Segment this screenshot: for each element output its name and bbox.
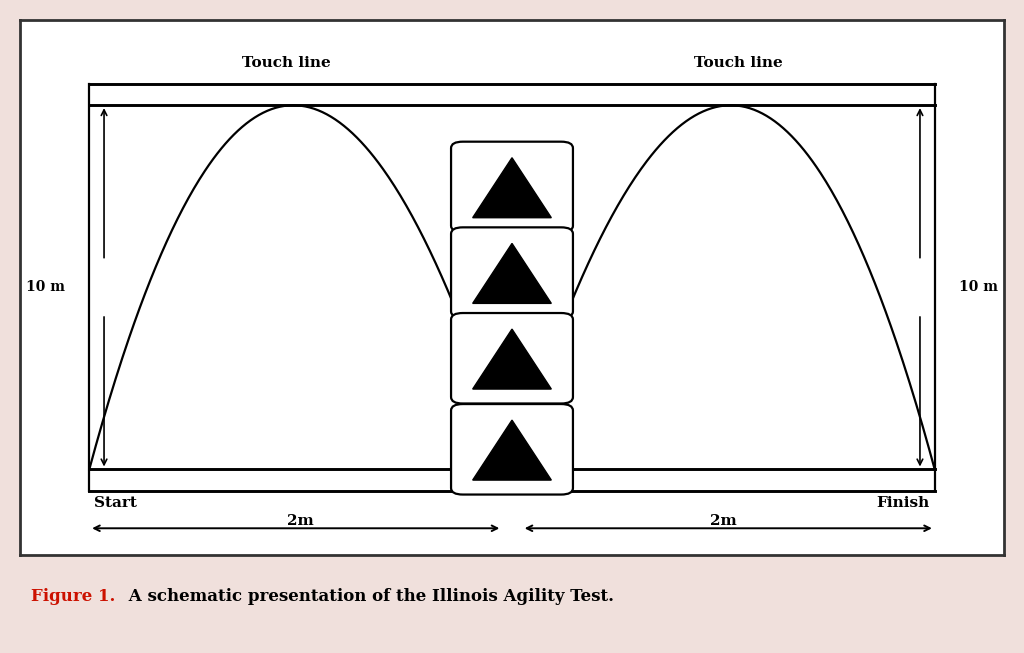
Text: Touch line: Touch line — [693, 56, 782, 71]
Polygon shape — [473, 420, 551, 480]
FancyBboxPatch shape — [451, 227, 573, 318]
Text: 10 m: 10 m — [959, 280, 998, 295]
Polygon shape — [473, 158, 551, 217]
Text: Figure 1.: Figure 1. — [31, 588, 115, 605]
Text: 2m: 2m — [288, 515, 314, 528]
Text: Finish: Finish — [877, 496, 930, 510]
FancyBboxPatch shape — [451, 313, 573, 404]
Text: A schematic presentation of the Illinois Agility Test.: A schematic presentation of the Illinois… — [123, 588, 613, 605]
Text: Start: Start — [94, 496, 137, 510]
Text: 2m: 2m — [710, 515, 736, 528]
Polygon shape — [473, 329, 551, 389]
FancyBboxPatch shape — [451, 142, 573, 232]
Text: Touch line: Touch line — [242, 56, 331, 71]
Polygon shape — [473, 244, 551, 304]
FancyBboxPatch shape — [451, 404, 573, 494]
Text: 10 m: 10 m — [26, 280, 65, 295]
